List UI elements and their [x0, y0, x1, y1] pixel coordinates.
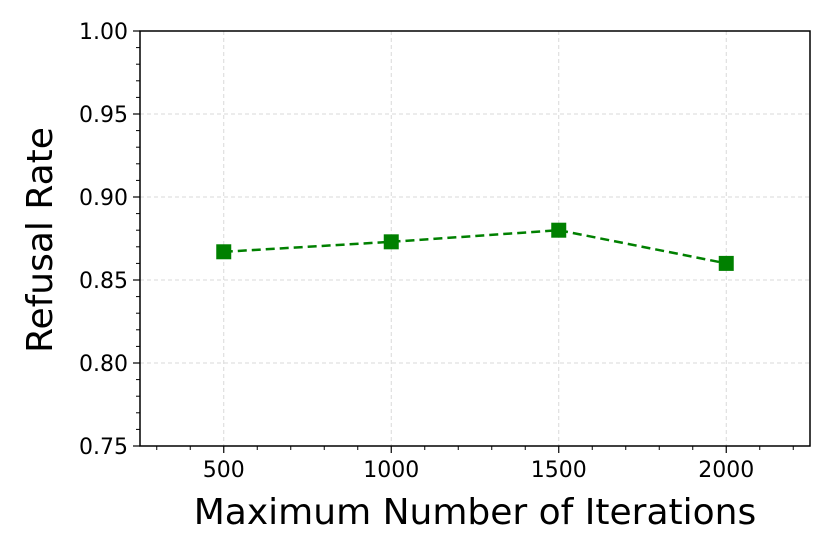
data-point-marker — [551, 222, 567, 238]
y-tick-label: 0.90 — [79, 186, 128, 211]
axis-ticks: 500 1000 1500 2000 0.75 0.80 0.85 0.90 0.95 1.00 — [79, 20, 794, 483]
x-axis-title: Maximum Number of Iterations — [194, 492, 756, 533]
data-point-marker — [383, 234, 399, 250]
y-axis-title: Refusal Rate — [20, 127, 61, 353]
plot-area-frame — [139, 30, 811, 447]
data-point-marker — [216, 244, 232, 260]
y-tick-label: 0.95 — [79, 103, 128, 128]
series-line — [223, 228, 727, 265]
y-tick-label: 0.85 — [79, 269, 128, 294]
x-tick-label: 500 — [203, 458, 245, 483]
y-tick-label: 1.00 — [79, 20, 128, 45]
x-tick-label: 1000 — [363, 458, 419, 483]
y-tick-label: 0.75 — [79, 435, 128, 460]
x-tick-label: 1500 — [531, 458, 587, 483]
x-tick-label: 2000 — [698, 458, 754, 483]
grid-lines — [140, 30, 810, 447]
data-point-marker — [718, 255, 734, 271]
y-tick-label: 0.80 — [79, 352, 128, 377]
series-layer — [216, 222, 734, 271]
